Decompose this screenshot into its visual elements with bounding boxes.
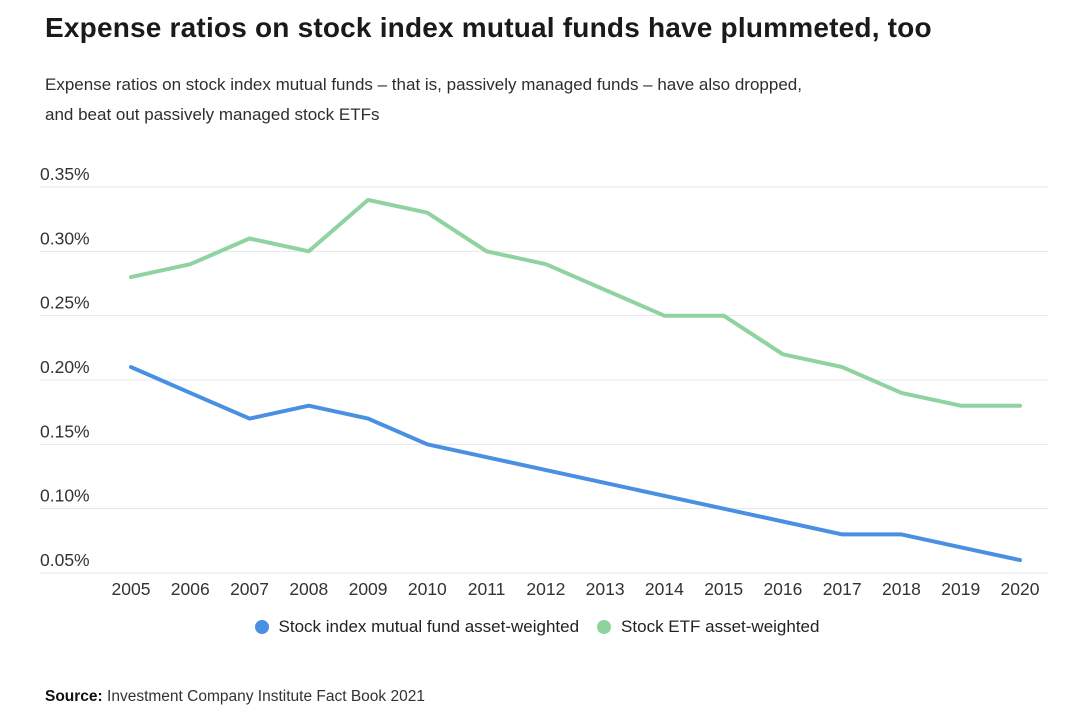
x-tick-label: 2007 <box>230 579 269 599</box>
x-tick-label: 2009 <box>349 579 388 599</box>
x-tick-label: 2020 <box>1001 579 1040 599</box>
series-line-1 <box>129 197 1022 408</box>
x-tick-label: 2011 <box>468 579 506 599</box>
y-tick-label: 0.25% <box>40 293 90 313</box>
x-tick-label: 2010 <box>408 579 447 599</box>
x-tick-label: 2019 <box>941 579 980 599</box>
chart-subtitle-line1: Expense ratios on stock index mutual fun… <box>45 75 802 94</box>
y-tick-label: 0.05% <box>40 550 90 570</box>
chart-subtitle-line2: and beat out passively managed stock ETF… <box>45 105 380 124</box>
legend-item-1: Stock ETF asset-weighted <box>597 617 819 637</box>
y-tick-label: 0.20% <box>40 357 90 377</box>
source-label: Source: <box>45 688 103 705</box>
x-tick-label: 2012 <box>526 579 565 599</box>
y-tick-label: 0.15% <box>40 421 90 441</box>
chart-subtitle: Expense ratios on stock index mutual fun… <box>45 70 802 130</box>
x-tick-label: 2017 <box>823 579 862 599</box>
x-tick-label: 2008 <box>289 579 328 599</box>
source-note: Source: Investment Company Institute Fac… <box>45 688 425 706</box>
y-tick-label: 0.35% <box>40 164 90 184</box>
legend-dot-icon <box>254 620 269 634</box>
x-tick-label: 2014 <box>645 579 684 599</box>
x-tick-label: 2006 <box>171 579 210 599</box>
y-tick-label: 0.30% <box>40 228 90 248</box>
x-tick-label: 2018 <box>882 579 921 599</box>
x-tick-label: 2015 <box>704 579 743 599</box>
source-text: Investment Company Institute Fact Book 2… <box>102 688 425 705</box>
legend-label: Stock ETF asset-weighted <box>621 617 820 636</box>
chart-title: Expense ratios on stock index mutual fun… <box>45 12 932 43</box>
legend-item-0: Stock index mutual fund asset-weighted <box>254 617 580 637</box>
x-tick-label: 2013 <box>586 579 625 599</box>
series-line-0 <box>129 365 1022 563</box>
legend-dot-icon <box>597 620 612 634</box>
chart-legend: Stock index mutual fund asset-weighted St… <box>0 617 1074 637</box>
y-tick-label: 0.10% <box>40 486 90 506</box>
legend-label: Stock index mutual fund asset-weighted <box>278 617 580 636</box>
x-tick-label: 2005 <box>112 579 151 599</box>
line-chart: 0.35% 0.30% 0.25% 0.20% 0.15% 0.10% 0.05% 2005 2… <box>40 164 1048 599</box>
x-tick-label: 2016 <box>763 579 802 599</box>
